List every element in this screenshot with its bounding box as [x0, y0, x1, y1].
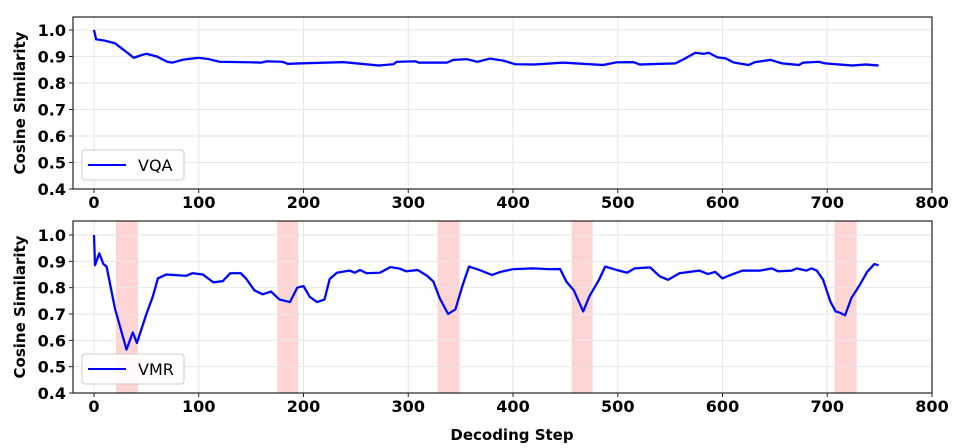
- x-tick-label: 600: [706, 397, 739, 416]
- legend-box: [81, 353, 185, 385]
- x-tick-label: 300: [392, 397, 425, 416]
- y-tick-label: 0.6: [38, 127, 66, 146]
- x-tick-label: 0: [88, 193, 99, 212]
- y-axis-label-bottom: Cosine Similarity: [11, 235, 29, 378]
- legend: VMR: [81, 353, 185, 385]
- panel-vqa: 0 100 200 300 400 500 600 700 800 0.4 0.5 0.6 0.7 0.8…: [38, 16, 949, 212]
- x-tick-label: 600: [706, 193, 739, 212]
- y-tick-label: 0.5: [38, 154, 66, 173]
- y-tick-label: 0.7: [38, 305, 66, 324]
- raw-series-line: [92, 234, 880, 355]
- x-tick-label: 800: [915, 193, 948, 212]
- y-tick-label: 0.8: [38, 74, 66, 93]
- axes-frame: [72, 220, 933, 394]
- legend: VQA: [81, 149, 185, 181]
- x-tick-label: 200: [287, 397, 320, 416]
- series-line-vqa: [92, 29, 879, 67]
- legend-box: [81, 149, 185, 181]
- y-tick-label: 0.6: [38, 331, 66, 350]
- x-tick-label: 100: [182, 397, 215, 416]
- x-tick-label: 100: [182, 193, 215, 212]
- y-tick-label: 0.5: [38, 358, 66, 377]
- x-axis-label: Decoding Step: [450, 426, 573, 444]
- highlight-span: [115, 221, 138, 393]
- x-tick-label: 400: [496, 193, 529, 212]
- y-tick-label: 0.9: [38, 252, 66, 271]
- series-line-vmr: [92, 234, 879, 351]
- y-tick-label: 0.8: [38, 279, 66, 298]
- x-tick-label: 200: [287, 193, 320, 212]
- x-tick-label: 300: [392, 193, 425, 212]
- y-tick-label: 1.0: [38, 21, 66, 40]
- y-tick-label: 0.4: [38, 180, 66, 199]
- y-tick-label: 0.9: [38, 48, 66, 67]
- x-tick-label: 800: [915, 397, 948, 416]
- x-tick-label: 700: [811, 397, 844, 416]
- panel-vmr: 0 100 200 300 400 500 600 700 800 0.4 0.5 0.6 0.7 0.8…: [38, 220, 949, 416]
- highlight-span: [277, 221, 299, 393]
- legend-label: VMR: [138, 360, 174, 379]
- x-tick-label: 500: [601, 397, 634, 416]
- highlight-span: [437, 221, 460, 393]
- y-tick-label: 0.4: [38, 384, 66, 403]
- x-tick-label: 400: [496, 397, 529, 416]
- axes-frame: [72, 16, 933, 190]
- x-tick-label: 0: [88, 397, 99, 416]
- y-tick-label: 0.7: [38, 101, 66, 120]
- x-tick-label: 500: [601, 193, 634, 212]
- y-tick-label: 1.0: [38, 226, 66, 245]
- highlight-span: [834, 221, 857, 393]
- y-axis-label-top: Cosine Similarity: [11, 31, 29, 174]
- x-tick-label: 700: [811, 193, 844, 212]
- legend-label: VQA: [138, 156, 173, 175]
